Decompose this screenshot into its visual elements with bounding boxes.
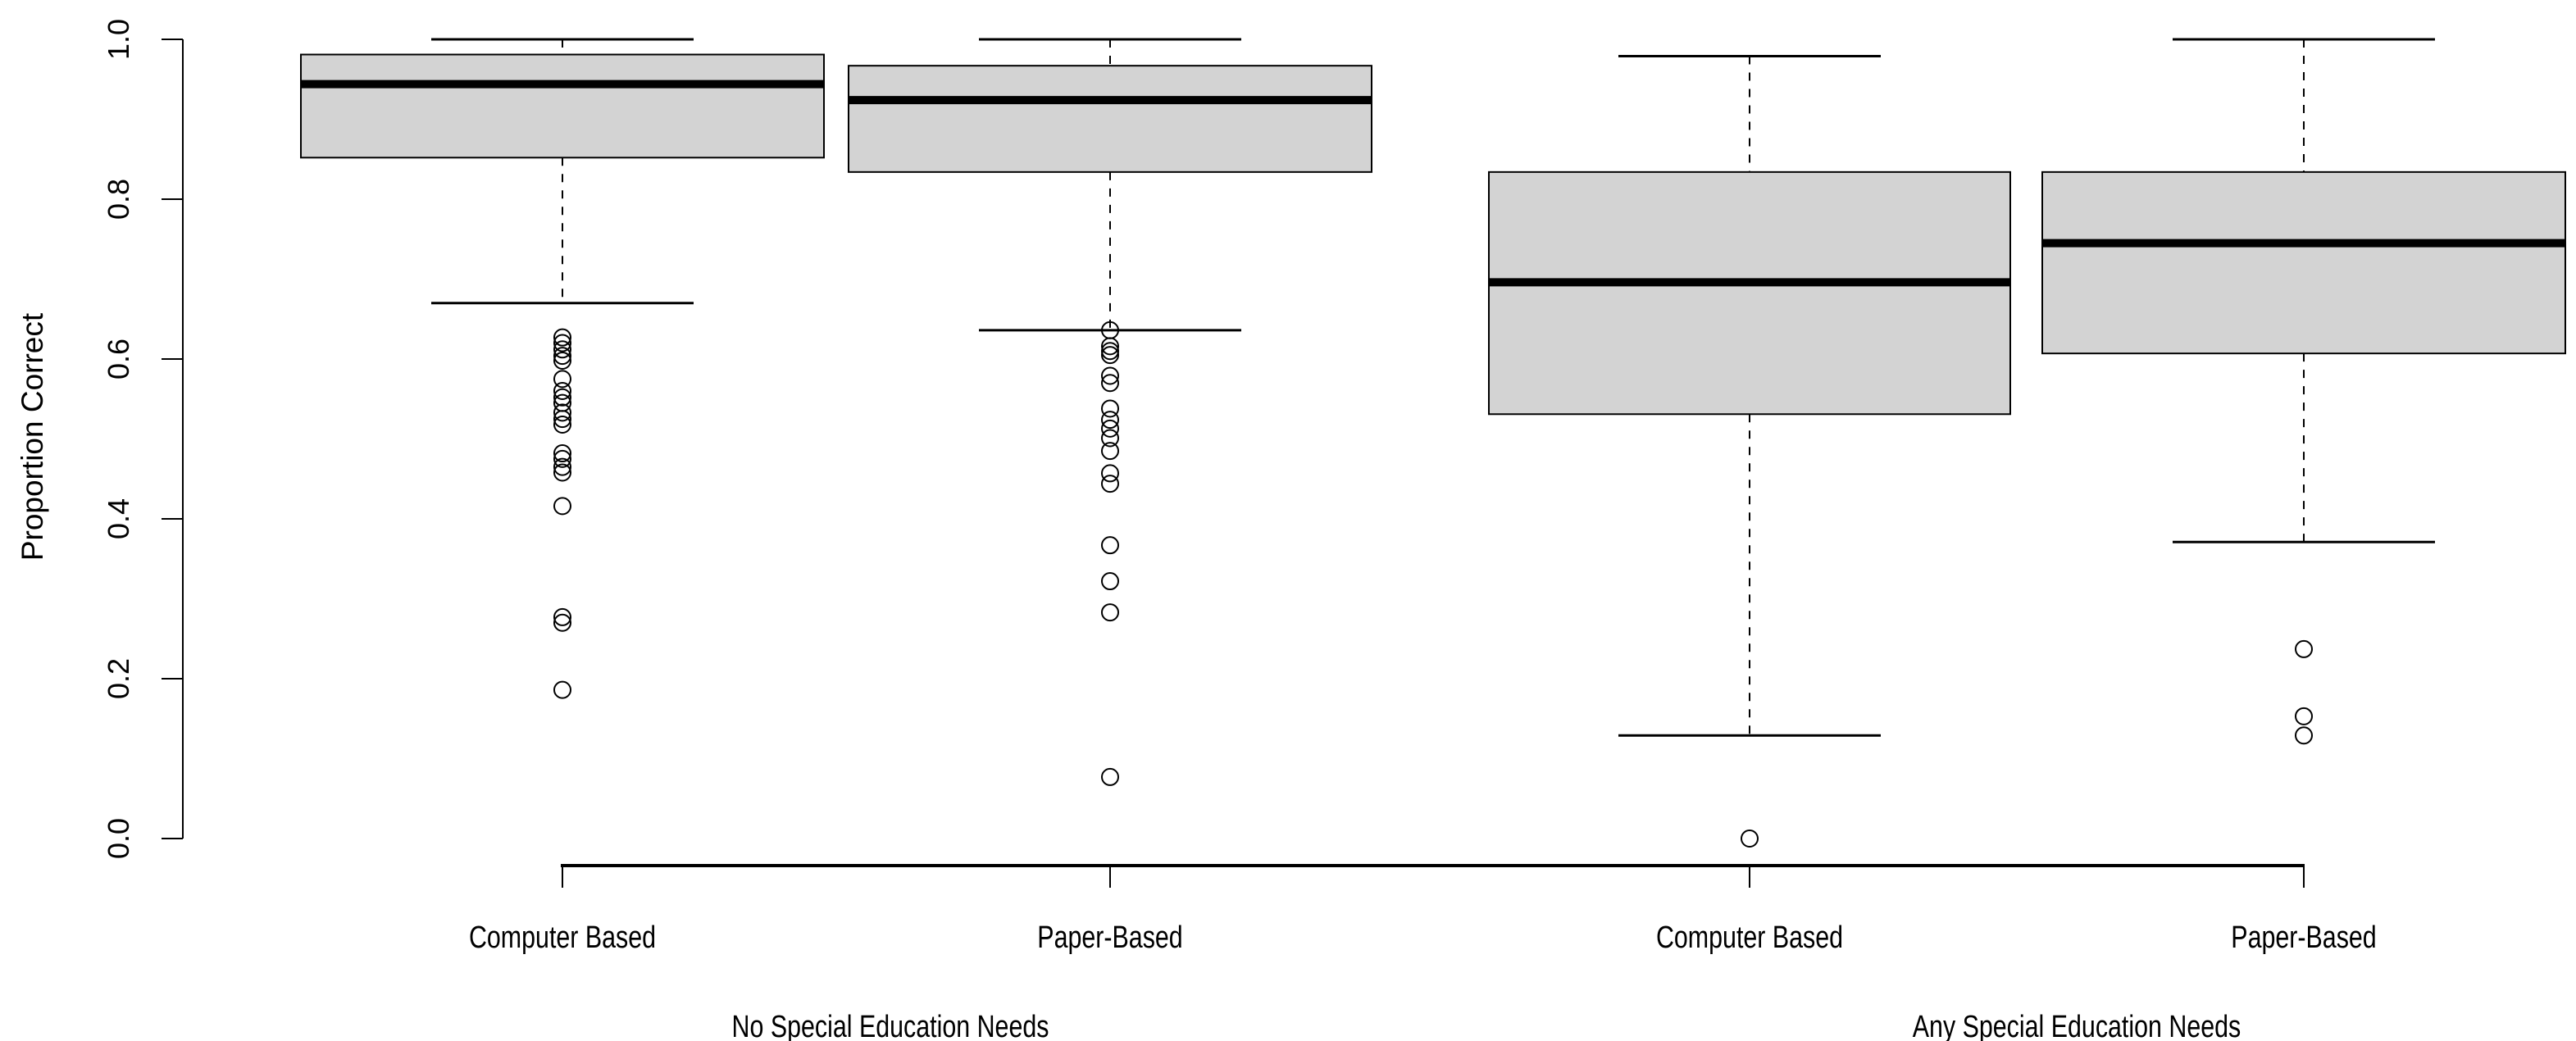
outlier-point [553,340,571,359]
outlier-point [1101,429,1119,448]
boxes [300,38,2566,848]
outlier-point [1101,475,1119,493]
outlier-point [553,351,571,370]
y-tick-label: 0.0 [102,818,135,859]
box-4 [2041,38,2566,745]
outlier-point [1101,342,1119,361]
y-tick-label: 0.8 [102,179,135,220]
outlier-point [553,347,571,366]
group-label: No Special Education Needs [732,1010,1049,1041]
x-tick-label: Paper-Based [2231,921,2376,955]
outlier-point [1101,603,1119,622]
y-tick-label: 0.6 [102,339,135,380]
outlier-point [553,382,571,400]
outlier-point [553,444,571,463]
outlier-point [553,680,571,699]
outlier-point [2295,726,2313,745]
outlier-point [553,607,571,626]
outlier-point [553,613,571,632]
iqr-box [848,65,1372,173]
outlier-point [1101,419,1119,438]
outlier-point [1101,366,1119,385]
outlier-point [553,457,571,476]
outlier-point [553,403,571,422]
outlier-point [1101,399,1119,418]
outlier-point [2295,639,2313,658]
y-tick-label: 0.4 [102,498,135,539]
outlier-point [553,497,571,516]
outlier-point [1101,536,1119,555]
group-labels: No Special Education Needs Any Special Ed… [732,1010,2241,1041]
outlier-point [1101,346,1119,365]
outlier-point [1101,464,1119,483]
y-axis: 0.0 0.2 0.4 0.6 0.8 1.0 [102,19,184,859]
outlier-point [1741,830,1759,848]
outlier-point [1101,374,1119,393]
x-axis: Computer Based Paper-Based Computer Based P… [469,864,2377,955]
outlier-point [1101,442,1119,461]
iqr-box [300,53,825,159]
iqr-box [2041,170,2566,355]
y-tick-label: 0.2 [102,658,135,699]
outlier-point [1101,411,1119,430]
box-2 [848,38,1372,786]
iqr-box [1488,170,2011,416]
outlier-point [2295,707,2313,725]
group-label: Any Special Education Needs [1913,1010,2241,1041]
outlier-point [553,415,571,434]
x-tick-label: Paper-Based [1037,921,1182,955]
box-3 [1488,54,2011,848]
outlier-point [553,388,571,407]
outlier-point [553,370,571,389]
x-tick-label: Computer Based [469,921,656,955]
outlier-point [553,334,571,352]
outlier-point [553,410,571,429]
y-tick-label: 1.0 [102,19,135,60]
outlier-point [1101,337,1119,356]
x-tick-label: Computer Based [1656,921,1843,955]
y-axis-label: Proportion Correct [16,312,49,561]
outlier-point [553,449,571,468]
outlier-point [553,463,571,482]
outlier-point [553,328,571,347]
box-1 [300,38,825,699]
outlier-point [1101,572,1119,591]
outlier-point [1101,767,1119,786]
